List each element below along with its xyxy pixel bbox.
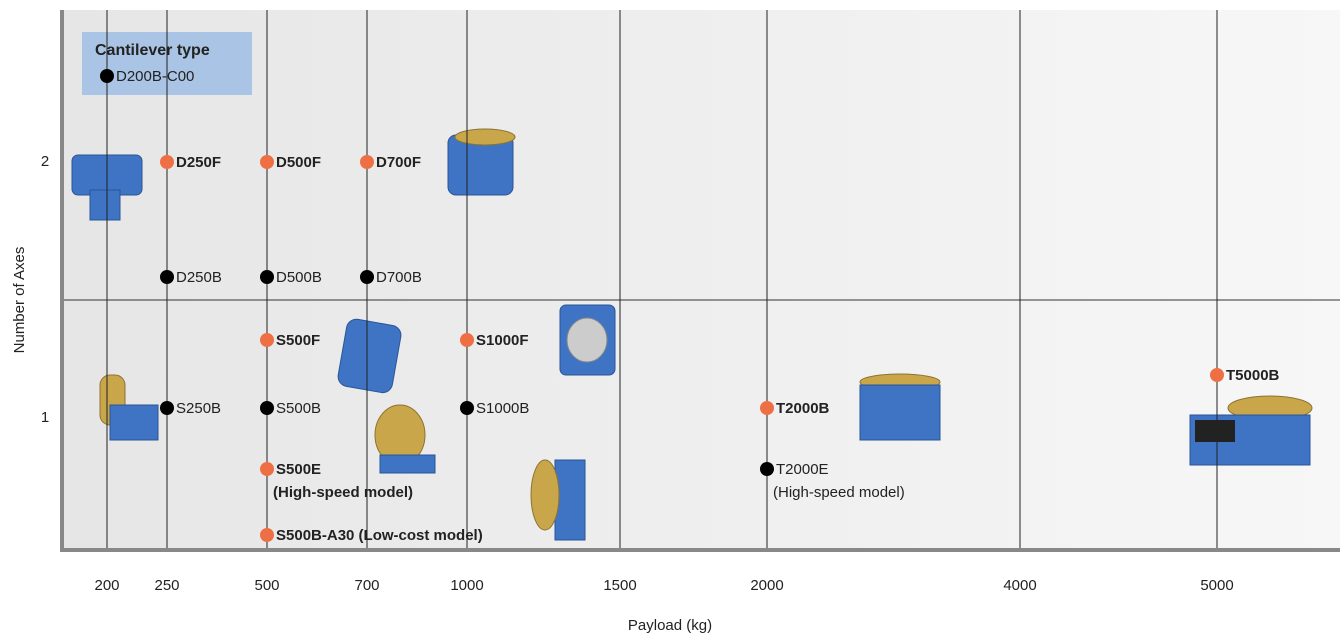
point	[160, 401, 174, 415]
point-label: S500B	[276, 400, 321, 417]
point-label: D700F	[376, 154, 421, 171]
point	[100, 69, 114, 83]
point	[260, 401, 274, 415]
point	[160, 270, 174, 284]
point-label: S250B	[176, 400, 221, 417]
x-tick-label: 4000	[1003, 577, 1036, 594]
x-tick-label: 2000	[750, 577, 783, 594]
point-label: S1000F	[476, 332, 529, 349]
point	[260, 462, 274, 476]
point-label: D500F	[276, 154, 321, 171]
point-label: D500B	[276, 269, 322, 286]
point-label: S500B-A30 (Low-cost model)	[276, 527, 483, 544]
point	[760, 462, 774, 476]
point	[260, 270, 274, 284]
point	[1210, 368, 1224, 382]
x-tick-label: 1000	[450, 577, 483, 594]
point	[260, 333, 274, 347]
point-note: (High-speed model)	[273, 484, 413, 501]
point	[360, 270, 374, 284]
point	[460, 333, 474, 347]
point	[760, 401, 774, 415]
x-tick-label: 5000	[1200, 577, 1233, 594]
point-label: T5000B	[1226, 367, 1280, 384]
point	[260, 155, 274, 169]
point	[460, 401, 474, 415]
point	[360, 155, 374, 169]
x-tick-label: 500	[254, 577, 279, 594]
point	[160, 155, 174, 169]
point-note: (High-speed model)	[773, 484, 905, 501]
product-images	[71, 128, 1313, 541]
plot-area	[62, 10, 1340, 550]
x-tick-label: 1500	[603, 577, 636, 594]
point-label: D250F	[176, 154, 221, 171]
y-axis-label: Number of Axes	[11, 247, 28, 354]
point-label: D700B	[376, 269, 422, 286]
point-label: S500E	[276, 461, 321, 478]
point-label: D200B-C00	[116, 68, 194, 85]
point	[260, 528, 274, 542]
box-title: Cantilever type	[95, 42, 210, 59]
x-axis-label: Payload (kg)	[628, 617, 712, 634]
point-label: T2000E	[776, 461, 829, 478]
point-label: T2000B	[776, 400, 830, 417]
x-tick-label: 700	[354, 577, 379, 594]
y-tick-label: 2	[41, 153, 49, 170]
x-tick-label: 200	[94, 577, 119, 594]
point-label: S500F	[276, 332, 320, 349]
point-label: S1000B	[476, 400, 529, 417]
y-tick-label: 1	[41, 409, 49, 426]
x-tick-label: 250	[154, 577, 179, 594]
point-label: D250B	[176, 269, 222, 286]
